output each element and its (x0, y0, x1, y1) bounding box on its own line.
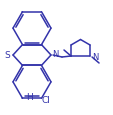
Text: Cl: Cl (42, 96, 50, 105)
Text: S: S (4, 51, 10, 60)
Text: N: N (91, 52, 98, 61)
Text: H: H (26, 93, 33, 102)
Text: N: N (52, 50, 58, 59)
